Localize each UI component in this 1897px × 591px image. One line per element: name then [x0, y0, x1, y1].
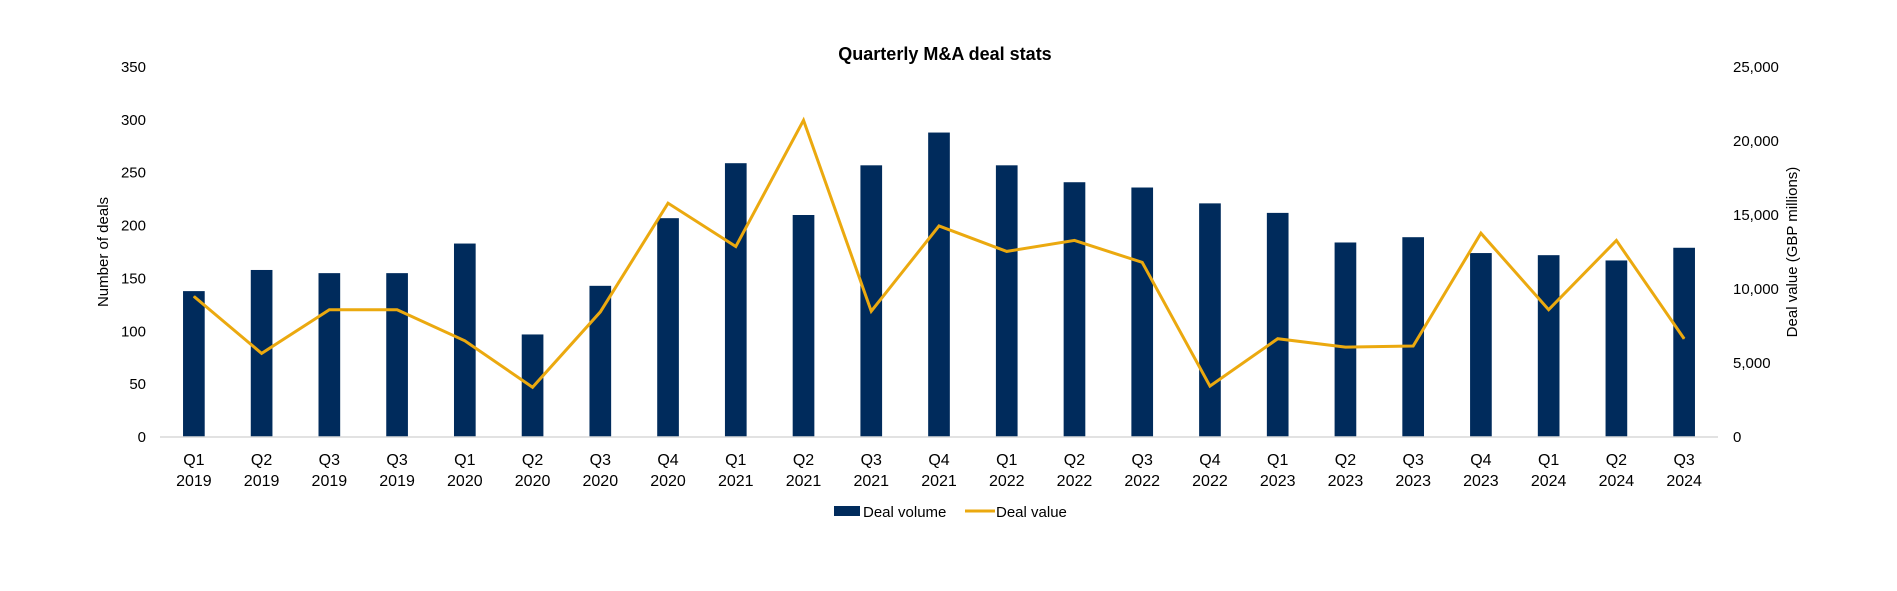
- x-tick-label: Q1 2024: [1531, 452, 1567, 490]
- x-tick-label: Q2 2022: [1057, 452, 1093, 490]
- x-tick-label: Q4 2021: [921, 452, 957, 490]
- x-tick-label: Q2 2019: [244, 452, 280, 490]
- bar-deal-volume: [1334, 242, 1357, 437]
- y-tick-right: 20,000: [1733, 133, 1779, 150]
- y-tick-left: 250: [121, 165, 146, 182]
- point-deal-value: [396, 309, 398, 311]
- y-tick-right: 10,000: [1733, 281, 1779, 298]
- point-deal-value: [328, 309, 330, 311]
- x-tick-label: Q3 2019: [379, 452, 415, 490]
- point-deal-value: [870, 310, 872, 312]
- x-tick-label: Q4 2023: [1463, 452, 1499, 490]
- y-tick-left: 350: [121, 59, 146, 76]
- y-tick-left: 150: [121, 270, 146, 287]
- x-tick-label: Q1 2023: [1260, 452, 1296, 490]
- bar-deal-volume: [1537, 255, 1560, 437]
- point-deal-value: [1548, 309, 1550, 311]
- point-deal-value: [1480, 232, 1482, 234]
- x-tick-label: Q3 2020: [583, 452, 619, 490]
- y-tick-left: 300: [121, 112, 146, 129]
- x-tick-label: Q2 2023: [1328, 452, 1364, 490]
- x-tick-label: Q4 2020: [650, 452, 686, 490]
- point-deal-value: [1615, 239, 1617, 241]
- legend-swatch-deal-volume: [834, 506, 860, 516]
- point-deal-value: [667, 202, 669, 204]
- x-tick-label: Q3 2022: [1124, 452, 1160, 490]
- x-tick-label: Q3 2019: [312, 452, 348, 490]
- x-tick-label: Q4 2022: [1192, 452, 1228, 490]
- x-tick-label: Q1 2019: [176, 452, 212, 490]
- x-tick-label: Q2 2021: [786, 452, 822, 490]
- bar-deal-volume: [1266, 212, 1289, 437]
- legend-label-deal-value: Deal value: [996, 504, 1067, 521]
- y-tick-left: 100: [121, 323, 146, 340]
- x-tick-label: Q3 2021: [853, 452, 889, 490]
- x-tick-label: Q1 2020: [447, 452, 483, 490]
- bar-deal-volume: [724, 163, 747, 437]
- y-axis-right-title: Deal value (GBP millions): [1784, 167, 1801, 338]
- y-tick-right: 25,000: [1733, 59, 1779, 76]
- point-deal-value: [735, 246, 737, 248]
- bar-deal-volume: [1673, 247, 1695, 437]
- point-deal-value: [1073, 239, 1075, 241]
- bar-deal-volume: [1402, 237, 1425, 437]
- x-tick-label: Q2 2020: [515, 452, 551, 490]
- y-axis-left-title: Number of deals: [95, 197, 112, 307]
- bar-deal-volume: [183, 291, 205, 437]
- legend: Deal volume Deal value: [834, 504, 1067, 521]
- x-tick-label: Q3 2023: [1395, 452, 1431, 490]
- bar-deal-volume: [995, 165, 1018, 438]
- y-tick-right: 15,000: [1733, 207, 1779, 224]
- point-deal-value: [1683, 338, 1685, 340]
- point-deal-value: [803, 119, 805, 121]
- point-deal-value: [1209, 385, 1211, 387]
- point-deal-value: [1141, 261, 1143, 263]
- y-tick-left: 0: [138, 429, 146, 446]
- point-deal-value: [193, 295, 195, 297]
- bar-deal-volume: [1063, 182, 1086, 437]
- point-deal-value: [938, 225, 940, 227]
- chart-title: Quarterly M&A deal stats: [838, 44, 1051, 64]
- point-deal-value: [464, 340, 466, 342]
- point-deal-value: [599, 311, 601, 313]
- bar-deal-volume: [1131, 187, 1154, 437]
- point-deal-value: [1277, 338, 1279, 340]
- y-tick-left: 200: [121, 218, 146, 235]
- bar-deal-volume: [1470, 253, 1492, 437]
- bar-deal-volume: [792, 215, 815, 437]
- point-deal-value: [261, 352, 263, 354]
- point-deal-value: [532, 386, 534, 388]
- x-tick-label: Q2 2024: [1599, 452, 1635, 490]
- x-tick-label: Q1 2021: [718, 452, 754, 490]
- bar-deal-volume: [928, 132, 950, 438]
- y-tick-right: 5,000: [1733, 355, 1771, 372]
- point-deal-value: [1412, 345, 1414, 347]
- bar-deal-volume: [860, 165, 883, 438]
- point-deal-value: [1344, 346, 1346, 348]
- bar-deal-volume: [386, 273, 408, 437]
- point-deal-value: [1006, 250, 1008, 252]
- bar-deal-volume: [589, 285, 612, 437]
- y-tick-right: 0: [1733, 429, 1741, 446]
- bar-deal-volume: [1199, 203, 1221, 437]
- x-tick-label: Q1 2022: [989, 452, 1025, 490]
- bar-deal-volume: [318, 273, 341, 437]
- y-tick-left: 50: [129, 376, 146, 393]
- legend-label-deal-volume: Deal volume: [863, 504, 946, 521]
- x-tick-label: Q3 2024: [1666, 452, 1702, 490]
- bar-deal-volume: [657, 218, 679, 437]
- bar-deal-volume: [1605, 260, 1628, 437]
